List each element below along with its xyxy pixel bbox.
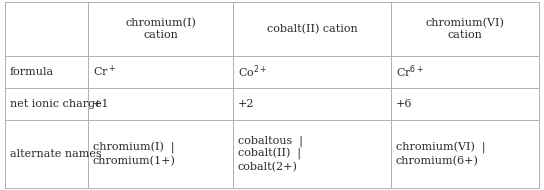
Text: Cr$^{6+}$: Cr$^{6+}$ — [395, 63, 424, 80]
Text: chromium(VI)  |
chromium(6+): chromium(VI) | chromium(6+) — [395, 142, 485, 166]
Text: chromium(I)  |
chromium(1+): chromium(I) | chromium(1+) — [93, 142, 176, 166]
Text: +2: +2 — [238, 99, 254, 108]
Text: +1: +1 — [93, 99, 109, 108]
Text: +6: +6 — [395, 99, 412, 108]
Text: Co$^{2+}$: Co$^{2+}$ — [238, 63, 267, 80]
Text: chromium(VI)
cation: chromium(VI) cation — [425, 18, 504, 40]
Text: Cr$^+$: Cr$^+$ — [93, 64, 116, 79]
Text: formula: formula — [10, 66, 54, 77]
Text: alternate names: alternate names — [10, 149, 101, 159]
Text: cobalt(II) cation: cobalt(II) cation — [267, 24, 357, 34]
Text: cobaltous  |
cobalt(II)  |
cobalt(2+): cobaltous | cobalt(II) | cobalt(2+) — [238, 135, 302, 173]
Text: chromium(I)
cation: chromium(I) cation — [125, 18, 196, 40]
Text: net ionic charge: net ionic charge — [10, 99, 101, 108]
